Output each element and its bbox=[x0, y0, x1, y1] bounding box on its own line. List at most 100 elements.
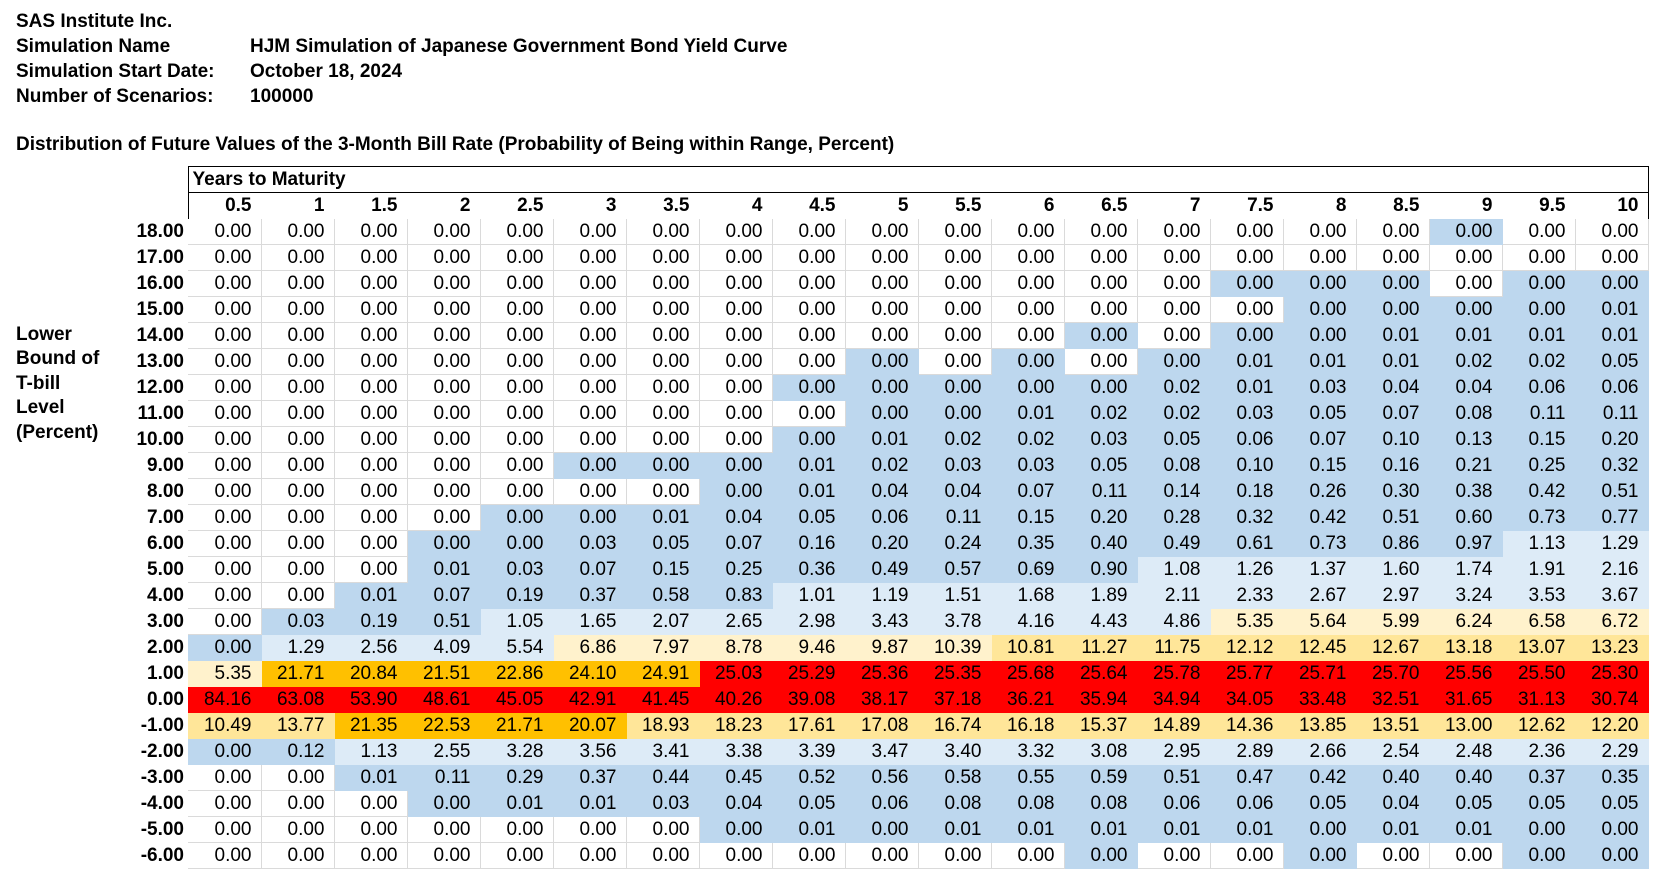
probability-cell: 0.00 bbox=[261, 452, 335, 479]
probability-cell: 0.00 bbox=[991, 270, 1065, 297]
probability-cell: 0.00 bbox=[626, 296, 700, 323]
probability-cell: 0.05 bbox=[1283, 790, 1357, 817]
probability-cell: 0.07 bbox=[1283, 426, 1357, 453]
column-header: 0.5 bbox=[187, 192, 261, 219]
probability-cell: 45.05 bbox=[480, 686, 554, 713]
probability-cell: 6.24 bbox=[1429, 608, 1503, 635]
probability-cell: 0.00 bbox=[261, 218, 335, 245]
probability-cell: 0.05 bbox=[772, 790, 846, 817]
side-label-cell bbox=[16, 453, 116, 479]
probability-cell: 0.00 bbox=[261, 244, 335, 271]
probability-cell: 0.21 bbox=[1429, 452, 1503, 479]
probability-cell: 0.00 bbox=[918, 400, 992, 427]
table-row: -3.00 0.00 0.00 0.01 0.11 0.29 0.37 0.44 0.45 0.5… bbox=[16, 764, 1649, 791]
probability-cell: 0.05 bbox=[772, 504, 846, 531]
probability-cell: 31.65 bbox=[1429, 686, 1503, 713]
probability-cell: 0.00 bbox=[626, 244, 700, 271]
column-header: 8 bbox=[1335, 195, 1347, 216]
probability-cell: 0.00 bbox=[1575, 816, 1649, 843]
probability-cell: 0.07 bbox=[699, 530, 773, 557]
probability-cell: 0.00 bbox=[334, 816, 408, 843]
probability-cell: 0.00 bbox=[626, 218, 700, 245]
probability-cell: 0.00 bbox=[480, 478, 554, 505]
probability-cell: 0.06 bbox=[1210, 426, 1284, 453]
probability-cell: 0.00 bbox=[261, 270, 335, 297]
probability-cell: 0.00 bbox=[1429, 842, 1503, 869]
probability-cell: 0.00 bbox=[188, 634, 262, 661]
probability-cell: 0.00 bbox=[1210, 842, 1284, 869]
probability-cell: 0.00 bbox=[1064, 374, 1138, 401]
probability-cell: 0.00 bbox=[626, 374, 700, 401]
probability-cell: 0.00 bbox=[699, 374, 773, 401]
probability-cell: 0.42 bbox=[1502, 478, 1576, 505]
probability-cell: 0.00 bbox=[334, 478, 408, 505]
probability-cell: 0.00 bbox=[699, 816, 773, 843]
probability-cell: 0.58 bbox=[626, 582, 700, 609]
probability-cell: 0.04 bbox=[1356, 790, 1430, 817]
probability-cell: 0.01 bbox=[991, 816, 1065, 843]
probability-cell: 14.89 bbox=[1137, 712, 1211, 739]
probability-cell: 20.84 bbox=[334, 660, 408, 687]
probability-cell: 0.49 bbox=[1137, 530, 1211, 557]
probability-cell: 0.01 bbox=[1283, 348, 1357, 375]
empty-corner bbox=[16, 167, 116, 193]
table-row: 5.00 0.00 0.00 0.00 0.01 0.03 0.07 0.15 0.25 0.36… bbox=[16, 556, 1649, 583]
probability-cell: 0.00 bbox=[1210, 244, 1284, 271]
probability-cell: 0.00 bbox=[1502, 296, 1576, 323]
probability-cell: 32.51 bbox=[1356, 686, 1430, 713]
probability-cell: 2.11 bbox=[1137, 582, 1211, 609]
column-header: 3.5 bbox=[663, 195, 690, 216]
probability-cell: 2.07 bbox=[626, 608, 700, 635]
scenarios-label: Number of Scenarios: bbox=[16, 86, 214, 107]
probability-cell: 0.00 bbox=[407, 842, 481, 869]
probability-cell: 0.00 bbox=[407, 348, 481, 375]
probability-cell: 4.16 bbox=[991, 608, 1065, 635]
probability-cell: 0.01 bbox=[1210, 374, 1284, 401]
probability-cell: 0.00 bbox=[1137, 348, 1211, 375]
probability-cell: 0.04 bbox=[918, 478, 992, 505]
scenarios-value: 100000 bbox=[250, 86, 314, 107]
probability-cell: 5.35 bbox=[1210, 608, 1284, 635]
probability-cell: 0.06 bbox=[1210, 790, 1284, 817]
probability-cell: 0.00 bbox=[188, 790, 262, 817]
probability-cell: 0.00 bbox=[699, 218, 773, 245]
probability-cell: 24.10 bbox=[553, 660, 627, 687]
row-label: 14.00 bbox=[136, 325, 184, 346]
probability-cell: 0.02 bbox=[1064, 400, 1138, 427]
empty-corner bbox=[16, 193, 116, 219]
probability-cell: 0.00 bbox=[1137, 244, 1211, 271]
side-label-cell bbox=[16, 687, 116, 713]
row-label: 9.00 bbox=[147, 455, 184, 476]
probability-cell: 0.00 bbox=[1210, 296, 1284, 323]
probability-cell: 25.29 bbox=[772, 660, 846, 687]
probability-cell: 21.71 bbox=[261, 660, 335, 687]
probability-cell: 0.10 bbox=[1210, 452, 1284, 479]
column-header: 8.5 bbox=[1393, 195, 1420, 216]
probability-cell: 0.00 bbox=[188, 348, 262, 375]
empty-corner bbox=[116, 193, 188, 219]
probability-cell: 0.00 bbox=[1283, 322, 1357, 349]
probability-cell: 0.00 bbox=[1502, 270, 1576, 297]
probability-cell: 0.20 bbox=[845, 530, 919, 557]
row-label: -5.00 bbox=[140, 819, 184, 840]
probability-cell: 0.00 bbox=[553, 426, 627, 453]
probability-cell: 0.83 bbox=[699, 582, 773, 609]
probability-cell: 0.58 bbox=[918, 764, 992, 791]
probability-cell: 0.04 bbox=[699, 504, 773, 531]
probability-cell: 0.00 bbox=[407, 504, 481, 531]
row-label: -4.00 bbox=[140, 793, 184, 814]
probability-cell: 0.00 bbox=[334, 244, 408, 271]
side-label-cell bbox=[16, 817, 116, 843]
probability-cell: 25.50 bbox=[1502, 660, 1576, 687]
probability-cell: 40.26 bbox=[699, 686, 773, 713]
probability-cell: 0.11 bbox=[1064, 478, 1138, 505]
probability-cell: 0.01 bbox=[1356, 322, 1430, 349]
probability-cell: 0.08 bbox=[918, 790, 992, 817]
probability-cell: 53.90 bbox=[334, 686, 408, 713]
row-label: 8.00 bbox=[147, 481, 184, 502]
probability-cell: 5.64 bbox=[1283, 608, 1357, 635]
probability-cell: 0.00 bbox=[480, 400, 554, 427]
table-row: 17.00 0.00 0.00 0.00 0.00 0.00 0.00 0.00 0.00 0.0… bbox=[16, 244, 1649, 271]
table-row: 3.00 0.00 0.03 0.19 0.51 1.05 1.65 2.07 2.65 2.98… bbox=[16, 608, 1649, 635]
probability-cell: 0.00 bbox=[918, 322, 992, 349]
